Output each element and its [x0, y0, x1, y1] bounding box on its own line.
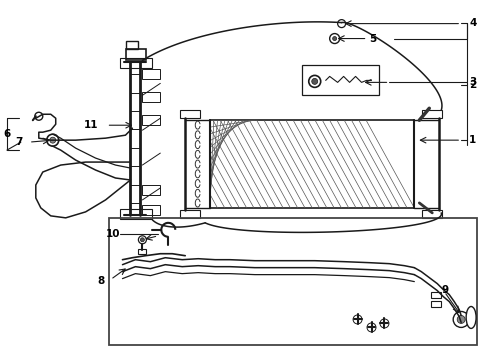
Bar [120, 58, 152, 68]
Circle shape [456, 315, 464, 323]
Bar [301, 66, 379, 95]
Circle shape [332, 37, 336, 41]
Circle shape [311, 78, 317, 84]
Bar [120, 209, 152, 219]
Circle shape [50, 137, 56, 143]
Text: 4: 4 [468, 18, 475, 28]
Ellipse shape [465, 306, 475, 328]
Text: 2: 2 [468, 80, 475, 90]
Text: 9: 9 [441, 284, 448, 294]
Circle shape [140, 238, 144, 242]
Bar [422, 210, 441, 218]
Bar [180, 110, 200, 118]
Bar [108, 218, 476, 345]
Circle shape [47, 134, 59, 146]
Text: 8: 8 [97, 276, 104, 285]
Circle shape [308, 75, 320, 87]
Bar [142, 92, 160, 102]
Text: 5: 5 [369, 33, 376, 44]
Circle shape [452, 311, 468, 328]
Text: 10: 10 [106, 229, 120, 239]
Circle shape [35, 112, 42, 120]
Bar [138, 249, 146, 254]
Bar [422, 110, 441, 118]
Text: 1: 1 [468, 135, 475, 145]
Bar [210, 120, 413, 208]
Bar [126, 49, 146, 60]
Circle shape [337, 20, 345, 28]
Bar [430, 301, 440, 306]
Bar [126, 41, 138, 49]
Bar [180, 210, 200, 218]
Bar [430, 292, 440, 298]
Circle shape [138, 236, 146, 244]
Text: 3: 3 [468, 77, 475, 87]
Bar [142, 69, 160, 80]
Bar [142, 115, 160, 125]
Bar [142, 205, 160, 215]
Text: 11: 11 [84, 120, 99, 130]
Bar [142, 185, 160, 195]
Text: 6: 6 [3, 129, 10, 139]
Circle shape [329, 33, 339, 44]
Text: 7: 7 [15, 137, 22, 147]
